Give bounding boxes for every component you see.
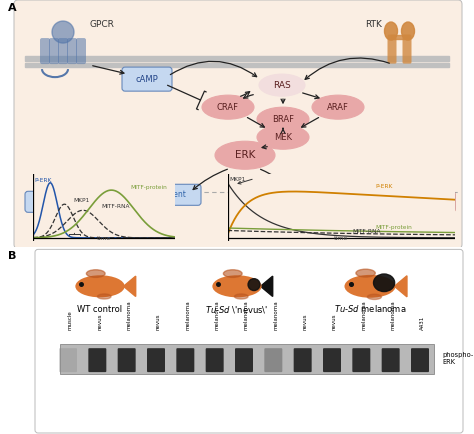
Text: melanoma: melanoma: [244, 300, 249, 330]
Ellipse shape: [259, 74, 305, 96]
Text: melanoma: melanoma: [361, 300, 366, 330]
Text: MEK: MEK: [274, 133, 292, 142]
FancyBboxPatch shape: [60, 344, 434, 374]
Text: melanoma: melanoma: [215, 300, 219, 330]
Ellipse shape: [367, 294, 382, 299]
Bar: [391, 35, 409, 39]
Text: phospho-
ERK: phospho- ERK: [442, 352, 473, 365]
FancyBboxPatch shape: [118, 348, 136, 372]
FancyBboxPatch shape: [352, 348, 370, 372]
Text: MITF-protein: MITF-protein: [375, 225, 412, 230]
Text: ARAF: ARAF: [327, 103, 349, 112]
Ellipse shape: [401, 22, 414, 40]
Polygon shape: [394, 276, 407, 297]
Text: RAS: RAS: [273, 81, 291, 90]
Text: ERK: ERK: [235, 150, 255, 160]
Text: A431: A431: [420, 316, 425, 330]
Text: nevus: nevus: [303, 314, 308, 330]
Text: differentiation: differentiation: [39, 197, 94, 206]
FancyBboxPatch shape: [264, 348, 283, 372]
Text: muscle: muscle: [68, 310, 73, 330]
Text: MITF-protein: MITF-protein: [130, 185, 167, 190]
FancyBboxPatch shape: [67, 38, 77, 64]
Polygon shape: [261, 276, 273, 296]
Text: melanoma: melanoma: [273, 300, 278, 330]
FancyBboxPatch shape: [402, 35, 411, 64]
FancyBboxPatch shape: [58, 38, 68, 64]
Text: CRAF: CRAF: [217, 103, 239, 112]
Ellipse shape: [202, 95, 254, 119]
Text: P-ERK: P-ERK: [35, 178, 52, 183]
FancyBboxPatch shape: [235, 348, 253, 372]
Text: time: time: [97, 236, 111, 241]
FancyBboxPatch shape: [76, 38, 86, 64]
Ellipse shape: [312, 95, 364, 119]
Text: cAMP: cAMP: [136, 75, 158, 84]
Text: melanoma: melanoma: [185, 300, 191, 330]
Text: RTK: RTK: [365, 20, 382, 29]
Bar: [25, 63, 449, 67]
Ellipse shape: [223, 270, 242, 277]
FancyBboxPatch shape: [206, 348, 224, 372]
FancyBboxPatch shape: [49, 38, 59, 64]
Text: B: B: [8, 251, 17, 261]
Text: P-ERK: P-ERK: [375, 184, 393, 189]
Ellipse shape: [345, 275, 395, 298]
FancyBboxPatch shape: [388, 35, 396, 64]
FancyBboxPatch shape: [382, 348, 400, 372]
Ellipse shape: [257, 125, 309, 149]
Text: MITF-RNA: MITF-RNA: [101, 204, 130, 210]
Text: sustained: sustained: [287, 190, 325, 199]
Text: nevus: nevus: [97, 314, 102, 330]
Text: MKP1: MKP1: [230, 177, 246, 182]
FancyBboxPatch shape: [14, 0, 462, 248]
Ellipse shape: [75, 275, 125, 297]
FancyBboxPatch shape: [137, 184, 201, 205]
Text: WT control: WT control: [77, 305, 123, 314]
FancyBboxPatch shape: [35, 250, 463, 433]
Ellipse shape: [356, 269, 375, 277]
Ellipse shape: [248, 279, 260, 290]
FancyBboxPatch shape: [122, 67, 172, 91]
FancyBboxPatch shape: [323, 348, 341, 372]
Text: MKP1: MKP1: [73, 198, 89, 204]
Text: melanoma: melanoma: [127, 300, 132, 330]
Ellipse shape: [98, 294, 111, 299]
Text: melanoma: melanoma: [391, 300, 396, 330]
Ellipse shape: [86, 270, 105, 277]
FancyBboxPatch shape: [294, 348, 312, 372]
Text: proliferation: proliferation: [392, 197, 440, 206]
Text: MITF-RNA: MITF-RNA: [353, 229, 381, 234]
Bar: [25, 56, 449, 61]
FancyBboxPatch shape: [88, 348, 106, 372]
FancyBboxPatch shape: [176, 348, 194, 372]
FancyBboxPatch shape: [411, 348, 429, 372]
Text: transient: transient: [152, 190, 186, 199]
FancyBboxPatch shape: [147, 348, 165, 372]
Polygon shape: [124, 276, 136, 296]
Text: nevus: nevus: [332, 314, 337, 330]
FancyBboxPatch shape: [40, 38, 50, 64]
FancyBboxPatch shape: [59, 348, 77, 372]
FancyBboxPatch shape: [25, 191, 109, 212]
FancyBboxPatch shape: [272, 184, 340, 205]
Ellipse shape: [257, 107, 309, 131]
Ellipse shape: [384, 22, 398, 40]
FancyBboxPatch shape: [377, 191, 455, 212]
Text: BRAF: BRAF: [272, 115, 294, 124]
Text: nevus: nevus: [156, 314, 161, 330]
Ellipse shape: [374, 274, 395, 292]
Text: $\it{Tu}$-$\it{Sd}$ \'nevus\': $\it{Tu}$-$\it{Sd}$ \'nevus\': [205, 304, 269, 315]
Text: $\it{Tu}$-$\it{Sd}$ melanoma: $\it{Tu}$-$\it{Sd}$ melanoma: [334, 303, 406, 314]
Text: A: A: [8, 3, 17, 13]
Ellipse shape: [235, 294, 248, 299]
Ellipse shape: [215, 141, 275, 169]
Text: time: time: [334, 236, 348, 241]
Ellipse shape: [212, 275, 262, 297]
Circle shape: [52, 21, 74, 43]
Text: GPCR: GPCR: [90, 20, 115, 29]
